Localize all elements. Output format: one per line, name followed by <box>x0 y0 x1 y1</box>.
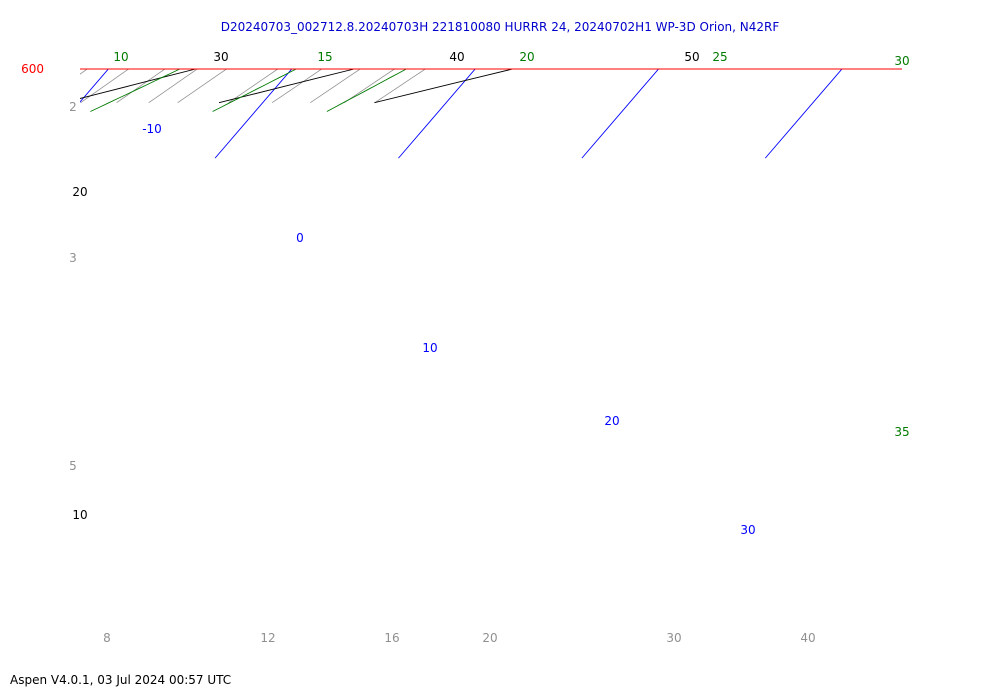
dry-adiabat-line <box>0 0 677 103</box>
mixing-ratio-label: 12 <box>260 631 275 645</box>
dry-adiabat-label: 10 <box>72 508 87 522</box>
isotherm-line <box>398 69 476 159</box>
dry-adiabat-line <box>0 0 301 103</box>
dry-adiabat-line <box>0 0 489 103</box>
dry-adiabat-line <box>0 0 865 103</box>
mixing-ratio-label: 40 <box>800 631 815 645</box>
moist-adiabat-line <box>0 0 687 112</box>
mixing-ratio-label: 20 <box>482 631 497 645</box>
dry-adiabat-line <box>0 0 113 103</box>
isotherm-label: 10 <box>422 341 437 355</box>
mixing-ratio-line <box>228 69 279 104</box>
moist-adiabat-line <box>0 0 342 112</box>
moist-adiabat-label: 25 <box>712 50 727 64</box>
moist-adiabat-label: 10 <box>113 50 128 64</box>
pressure-tick-label: 600 <box>21 62 44 76</box>
mixing-ratio-label: 3 <box>69 251 77 265</box>
mixing-ratio-line <box>0 0 315 103</box>
isotherm-line <box>80 69 109 103</box>
mixing-ratio-line <box>80 69 130 104</box>
mixing-ratio-label: 2 <box>69 100 77 114</box>
moist-adiabat-line <box>212 69 298 112</box>
mixing-ratio-label: 30 <box>666 631 681 645</box>
moist-adiabat-label: 30 <box>894 54 909 68</box>
dry-adiabat-label: 50 <box>684 50 699 64</box>
dry-adiabat-label: 40 <box>449 50 464 64</box>
mixing-ratio-line <box>343 69 396 104</box>
pressure-tick-label: 700 <box>21 0 44 1</box>
moist-adiabat-line <box>90 69 181 112</box>
mixing-ratio-line <box>177 69 228 104</box>
moist-adiabat-label: 20 <box>519 50 534 64</box>
isotherm-line <box>214 69 293 159</box>
plot-area <box>0 0 1000 159</box>
chart-title: D20240703_002712.8.20240703H 221810080 H… <box>221 20 780 34</box>
isotherm-label: -10 <box>142 122 162 136</box>
isotherm-line <box>764 69 843 159</box>
moist-adiabat-label: 35 <box>894 425 909 439</box>
dry-adiabat-line <box>0 0 1000 103</box>
mixing-ratio-label: 16 <box>384 631 399 645</box>
moist-adiabat-line <box>0 0 600 112</box>
mixing-ratio-label: 8 <box>103 631 111 645</box>
isotherm-line <box>581 69 660 159</box>
moist-adiabat-line <box>326 69 408 112</box>
dry-adiabat-line <box>0 0 1000 103</box>
mixing-ratio-label: 5 <box>69 459 77 473</box>
moist-adiabat-line <box>0 0 513 112</box>
dry-adiabat-line <box>218 69 357 104</box>
isotherm-label: 0 <box>296 231 304 245</box>
mixing-ratio-line <box>0 0 209 103</box>
moist-adiabat-label: 15 <box>317 50 332 64</box>
isotherm-label: 30 <box>740 523 755 537</box>
dry-adiabat-label: 20 <box>72 185 87 199</box>
mixing-ratio-line <box>0 0 39 103</box>
dry-adiabat-label: 30 <box>213 50 228 64</box>
isotherm-label: 20 <box>604 414 619 428</box>
footer-version-text: Aspen V4.0.1, 03 Jul 2024 00:57 UTC <box>10 673 232 687</box>
